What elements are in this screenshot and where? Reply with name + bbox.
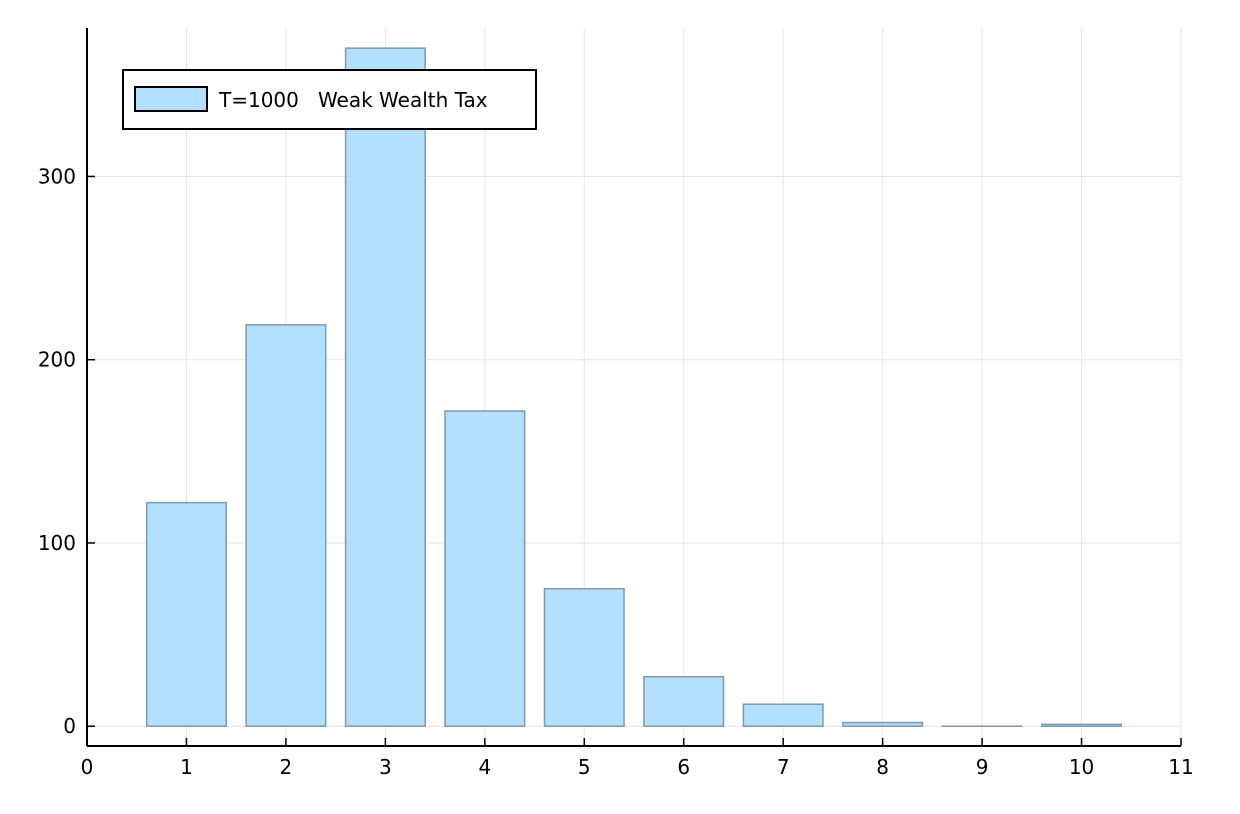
bar-6 bbox=[643, 675, 725, 727]
bar-3 bbox=[344, 47, 426, 727]
x-tick-label-7: 7 bbox=[777, 755, 790, 779]
tick-labels: 0 1 2 3 4 5 6 7 8 9 10 11 0 100 200 300 bbox=[38, 164, 1194, 779]
bar-4 bbox=[444, 410, 526, 727]
x-tick-label-2: 2 bbox=[280, 755, 293, 779]
bar-8 bbox=[842, 721, 924, 727]
bars bbox=[145, 47, 1123, 727]
x-tick-label-9: 9 bbox=[976, 755, 989, 779]
y-tick-label-300: 300 bbox=[38, 164, 76, 188]
x-tick-label-6: 6 bbox=[677, 755, 690, 779]
x-tick-label-4: 4 bbox=[478, 755, 491, 779]
y-tick-label-0: 0 bbox=[63, 714, 76, 738]
axes bbox=[86, 28, 1182, 747]
legend: T=1000 Weak Wealth Tax bbox=[122, 69, 537, 130]
legend-swatch bbox=[134, 86, 208, 112]
bar-10 bbox=[1041, 723, 1123, 727]
y-tick-label-200: 200 bbox=[38, 348, 76, 372]
y-tick-label-100: 100 bbox=[38, 531, 76, 555]
x-tick-label-1: 1 bbox=[180, 755, 193, 779]
bar-5 bbox=[543, 588, 625, 727]
x-tick-label-0: 0 bbox=[81, 755, 94, 779]
bar-2 bbox=[245, 324, 327, 727]
bar-1 bbox=[145, 501, 227, 727]
x-tick-label-8: 8 bbox=[876, 755, 889, 779]
x-tick-label-10: 10 bbox=[1069, 755, 1094, 779]
x-tick-label-3: 3 bbox=[379, 755, 392, 779]
bar-7 bbox=[742, 703, 824, 727]
x-tick-label-5: 5 bbox=[578, 755, 591, 779]
x-tick-label-11: 11 bbox=[1168, 755, 1193, 779]
legend-label: T=1000 Weak Wealth Tax bbox=[218, 88, 488, 112]
